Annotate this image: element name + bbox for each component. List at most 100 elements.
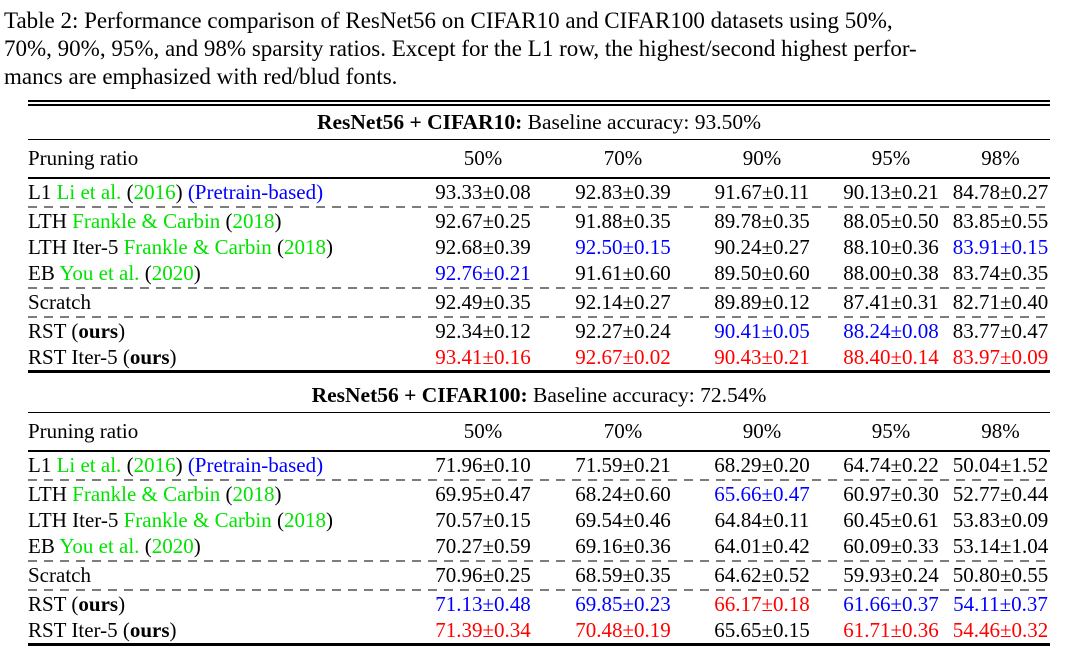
accuracy-value: 91.61±0.60 [575, 260, 671, 285]
label-text: ours [129, 344, 170, 369]
table-row: LTH Frankle & Carbin (2018) 69.95±0.47 68.… [28, 481, 1050, 507]
accuracy-value: 88.24±0.08 [843, 318, 939, 343]
dashed-separator [28, 286, 1050, 289]
label-text: ( [139, 533, 152, 558]
accuracy-value: 69.54±0.46 [575, 507, 671, 532]
accuracy-value: 90.43±0.21 [714, 344, 810, 369]
citation-link[interactable]: 2020 [151, 260, 194, 285]
method-label: EB You et al. (2020) [28, 533, 413, 559]
accuracy-value: 71.96±0.10 [435, 452, 531, 477]
bottom-rule [28, 643, 1050, 646]
accuracy-value: 66.17±0.18 [714, 591, 810, 616]
method-label: Scratch [28, 289, 413, 315]
accuracy-value: 53.83±0.09 [952, 507, 1049, 532]
cifar100-results-table: Pruning ratio 50% 70% 90% 95% 98% L1 Li … [28, 413, 1050, 643]
citation-link[interactable]: Frankle & Carbin [72, 481, 221, 506]
accuracy-value: 92.49±0.35 [435, 289, 531, 314]
label-text: ours [78, 318, 119, 343]
citation-link[interactable]: 2018 [284, 507, 326, 532]
citation-link[interactable]: Frankle & Carbin [72, 208, 221, 233]
label-text: ( [121, 179, 134, 204]
accuracy-value: 89.50±0.60 [714, 260, 810, 285]
accuracy-value: 90.13±0.21 [843, 179, 939, 204]
label-text: LTH Iter-5 [28, 507, 124, 532]
citation-link[interactable]: You et al. [59, 533, 140, 558]
citation-link[interactable]: Frankle & Carbin [123, 234, 272, 259]
accuracy-value: 69.95±0.47 [435, 481, 531, 506]
method-label: Scratch [28, 562, 413, 588]
ratio-70: 70% [553, 413, 693, 452]
label-text: LTH [28, 481, 73, 506]
ratio-50: 50% [413, 140, 553, 179]
table-row: LTH Iter-5 Frankle & Carbin (2018) 92.68±… [28, 234, 1050, 260]
label-text: ) [193, 533, 201, 558]
accuracy-value: 70.96±0.25 [435, 562, 531, 587]
accuracy-value: 92.14±0.27 [575, 289, 671, 314]
accuracy-value: 93.41±0.16 [435, 344, 531, 369]
citation-link[interactable]: You et al. [59, 260, 140, 285]
table-row: RST (ours) 92.34±0.12 92.27±0.24 90.41±0.05… [28, 318, 1050, 344]
accuracy-value: 88.40±0.14 [843, 344, 939, 369]
citation-link[interactable]: 2018 [232, 481, 275, 506]
citation-link[interactable]: 2018 [232, 208, 275, 233]
accuracy-value: 92.50±0.15 [575, 234, 671, 259]
table-row: EB You et al. (2020) 70.27±0.59 69.16±0.36… [28, 533, 1050, 559]
ratio-98: 98% [951, 140, 1050, 179]
citation-link[interactable]: 2020 [151, 533, 194, 558]
accuracy-value: 83.85±0.55 [952, 208, 1049, 233]
label-text: ) [169, 344, 177, 369]
label-text: ) [326, 507, 333, 532]
accuracy-value: 52.77±0.44 [952, 481, 1049, 506]
accuracy-value: 60.97±0.30 [843, 481, 939, 506]
method-label: LTH Frankle & Carbin (2018) [28, 481, 413, 507]
dashed-rule [28, 559, 1050, 562]
caption-line-2: 70%, 90%, 95%, and 98% sparsity ratios. … [4, 36, 917, 61]
citation-link[interactable]: Li et al. [56, 179, 122, 204]
accuracy-value: 64.62±0.52 [714, 562, 810, 587]
accuracy-value: 60.45±0.61 [843, 507, 939, 532]
accuracy-value: 60.09±0.33 [843, 533, 939, 558]
pruning-ratio-label: Pruning ratio [28, 140, 413, 179]
label-text: ( [220, 208, 233, 233]
caption-line-3: mancs are emphasized with red/blud fonts… [4, 64, 398, 89]
table-row: RST (ours) 71.13±0.48 69.85±0.23 66.17±0.18… [28, 591, 1050, 617]
accuracy-value: 92.67±0.25 [435, 208, 531, 233]
accuracy-value: 83.97±0.09 [952, 344, 1049, 369]
header-rule [28, 139, 1050, 140]
label-text: RST ( [28, 591, 79, 616]
citation-link[interactable]: Frankle & Carbin [123, 507, 272, 532]
citation-link[interactable]: Li et al. [56, 452, 122, 477]
accuracy-value: 64.84±0.11 [714, 507, 810, 532]
accuracy-value: 68.24±0.60 [575, 481, 671, 506]
label-text: LTH Iter-5 [28, 234, 124, 259]
label-text: ( [220, 481, 233, 506]
label-text: RST Iter-5 ( [28, 617, 130, 642]
ratio-70: 70% [553, 140, 693, 179]
label-text: EB [28, 533, 60, 558]
label-text: L1 [28, 179, 57, 204]
pruning-ratio-label: Pruning ratio [28, 413, 413, 452]
label-text: ) [175, 452, 188, 477]
label-text: ) [169, 617, 177, 642]
accuracy-value: 69.85±0.23 [575, 591, 671, 616]
cifar10-dataset-title: ResNet56 + CIFAR10: [316, 110, 523, 134]
accuracy-value: 64.74±0.22 [843, 452, 939, 477]
table-row: Scratch 92.49±0.35 92.14±0.27 89.89±0.12 87.… [28, 289, 1050, 315]
label-text: ours [129, 617, 170, 642]
dashed-separator [28, 478, 1050, 481]
cifar10-section-header: ResNet56 + CIFAR10: Baseline accuracy: 9… [28, 106, 1050, 139]
table-row: L1 Li et al. (2016) (Pretrain-based) 71.9… [28, 451, 1050, 478]
accuracy-value: 91.88±0.35 [575, 208, 671, 233]
citation-link[interactable]: 2016 [133, 452, 176, 477]
accuracy-value: 68.29±0.20 [714, 452, 810, 477]
ratio-90: 90% [693, 413, 831, 452]
dashed-rule [28, 478, 1050, 481]
citation-link[interactable]: 2018 [284, 234, 326, 259]
cifar100-section-header: ResNet56 + CIFAR100: Baseline accuracy: … [28, 379, 1050, 412]
citation-link[interactable]: 2016 [133, 179, 176, 204]
bottom-rule [28, 370, 1050, 373]
accuracy-value: 70.27±0.59 [435, 533, 531, 558]
accuracy-value: 50.80±0.55 [952, 562, 1049, 587]
table-row: LTH Iter-5 Frankle & Carbin (2018) 70.57±… [28, 507, 1050, 533]
accuracy-value: 90.41±0.05 [714, 318, 810, 343]
